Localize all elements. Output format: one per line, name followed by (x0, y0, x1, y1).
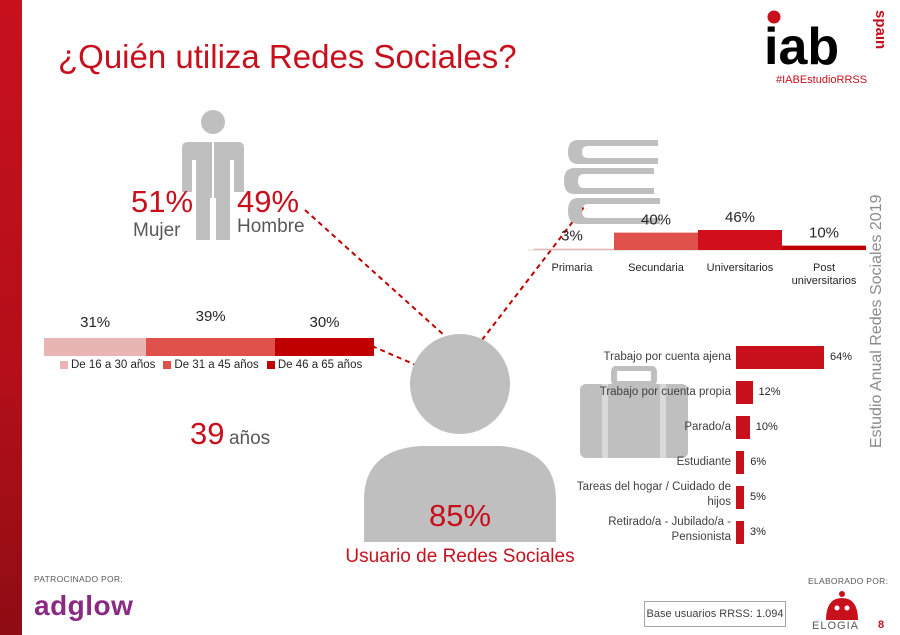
gender-connector (304, 209, 446, 337)
age-legend-text-3: De 46 a 65 años (277, 359, 363, 371)
emp-category-label-1: Trabajo por cuenta ajena (603, 351, 731, 363)
emp-value-label-6: 3% (750, 526, 766, 538)
age-legend-text-2: De 31 a 45 años (174, 359, 259, 371)
age-legend-item-2: De 31 a 45 años (163, 359, 259, 371)
emp-category-label-5: Tareas del hogar / Cuidado de hijos (576, 481, 731, 508)
gender-male-label: Hombre (237, 216, 305, 237)
edu-value-label-2: 40% (641, 212, 671, 229)
emp-category-label-6: Retirado/a - Jubilado/a - Pensionista (608, 516, 731, 543)
user-silhouette-icon (364, 334, 556, 542)
side-study-text: Estudio Anual Redes Sociales 2019 (868, 194, 885, 448)
elogia-mascot-icon (826, 591, 858, 620)
age-chart: 31% 39% 30% (44, 308, 374, 370)
user-label: Usuario de Redes Sociales (345, 546, 575, 567)
edu-bar-4 (782, 245, 866, 250)
education-chart: 3% Primaria 40% Secundaria 46% Universitarios… (528, 209, 866, 287)
age-legend: De 16 a 30 años De 31 a 45 años De 46 a 65… (60, 359, 362, 371)
left-accent-bar (0, 0, 22, 635)
edu-bar-3 (698, 230, 782, 250)
edu-value-label-1: 3% (561, 228, 583, 245)
age-legend-swatch-1 (60, 361, 68, 369)
emp-value-label-4: 6% (750, 456, 767, 468)
emp-value-label-3: 10% (755, 421, 778, 433)
age-legend-text-1: De 16 a 30 años (71, 359, 156, 371)
age-legend-item-3: De 46 a 65 años (266, 359, 363, 371)
age-value-label-2: 39% (195, 308, 226, 325)
base-note: Base usuarios RRSS: 1.094 (644, 601, 786, 627)
briefcase-icon (580, 366, 688, 458)
page-number: 8 (878, 619, 885, 631)
emp-bar-4 (736, 451, 745, 474)
maker-logo-text: ELOGIA (812, 620, 859, 632)
logo-sub-text: spain (872, 10, 884, 49)
emp-category-label-4: Estudiante (676, 456, 731, 468)
sponsor-logo: adglow (34, 590, 134, 621)
age-value-label-3: 30% (309, 314, 340, 331)
edu-category-label-2: Secundaria (628, 262, 685, 274)
age-bar-2 (146, 338, 275, 356)
logo-dot (767, 10, 781, 24)
emp-value-label-5: 5% (750, 491, 766, 503)
side-study-title: Estudio Anual Redes Sociales 2019 (868, 194, 885, 448)
average-age-unit: años (228, 428, 271, 449)
edu-bar-1 (534, 248, 618, 250)
emp-bar-5 (736, 486, 744, 509)
iab-spain-logo: iab spain (764, 10, 884, 74)
gender-female-pct: 51% (131, 184, 194, 219)
emp-bar-6 (736, 521, 744, 544)
education-connector (481, 206, 585, 341)
average-age-value: 39 (190, 416, 225, 451)
age-legend-swatch-3 (266, 361, 275, 369)
emp-category-label-2: Trabajo por cuenta propia (599, 386, 731, 398)
made-by-label: ELABORADO POR: (808, 576, 889, 586)
gender-male-pct: 49% (237, 184, 300, 219)
emp-bar-3 (736, 416, 750, 439)
edu-value-label-3: 46% (725, 209, 755, 226)
page-title: ¿Quién utiliza Redes Sociales? (58, 38, 517, 75)
age-legend-item-1: De 16 a 30 años (60, 359, 155, 371)
sponsored-by-label: PATROCINADO POR: (34, 574, 124, 584)
logo-main-text: iab (764, 18, 839, 74)
person-gender-icon (182, 110, 244, 240)
edu-value-label-4: 10% (809, 225, 839, 242)
emp-value-label-1: 64% (830, 351, 853, 363)
books-icon (564, 140, 660, 224)
hashtag: #IABEstudioRRSS (776, 74, 868, 86)
edu-category-label-1: Primaria (552, 262, 594, 274)
user-pct: 85% (428, 498, 492, 533)
emp-value-label-2: 12% (758, 386, 781, 398)
age-legend-swatch-2 (163, 361, 172, 369)
gender-female-label: Mujer (133, 220, 181, 241)
emp-category-label-3: Parado/a (684, 421, 731, 433)
emp-bar-1 (736, 346, 824, 369)
emp-bar-2 (736, 381, 753, 404)
edu-category-label-4: Post universitarios (792, 262, 857, 287)
employment-chart: Trabajo por cuenta ajena 64% Trabajo por c… (556, 340, 866, 550)
edu-category-label-3: Universitarios (707, 262, 774, 274)
edu-bar-2 (614, 232, 698, 250)
age-bar-3 (275, 338, 374, 356)
average-age: 39 años (190, 416, 270, 452)
age-value-label-1: 31% (80, 314, 111, 331)
age-bar-1 (44, 338, 147, 356)
